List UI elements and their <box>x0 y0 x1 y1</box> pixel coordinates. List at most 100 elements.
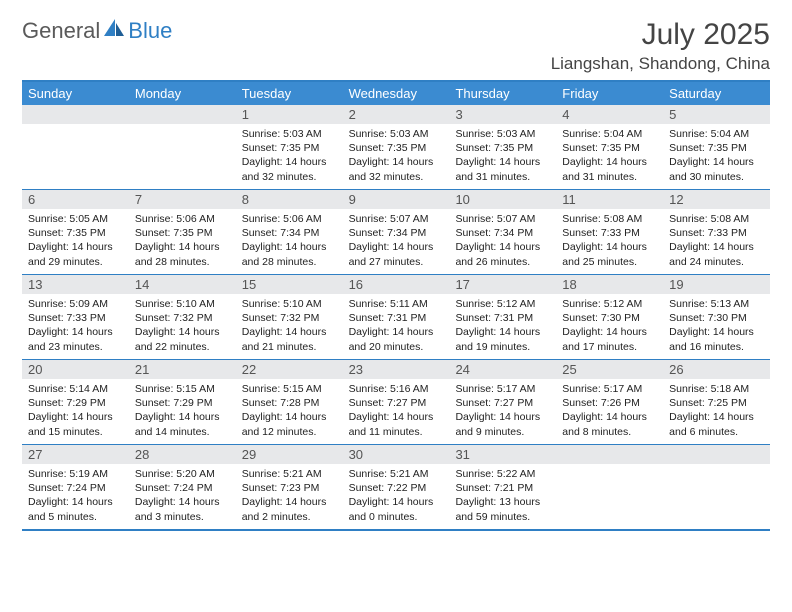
sunrise-line: Sunrise: 5:10 AM <box>242 297 337 311</box>
day-body: Sunrise: 5:21 AMSunset: 7:22 PMDaylight:… <box>343 464 450 529</box>
sunrise-line: Sunrise: 5:20 AM <box>135 467 230 481</box>
day-number: 14 <box>129 275 236 294</box>
week-row: 20Sunrise: 5:14 AMSunset: 7:29 PMDayligh… <box>22 359 770 444</box>
daylight-line: Daylight: 14 hours and 31 minutes. <box>562 155 657 183</box>
day-number: 29 <box>236 445 343 464</box>
day-body: Sunrise: 5:12 AMSunset: 7:30 PMDaylight:… <box>556 294 663 359</box>
day-number: 28 <box>129 445 236 464</box>
sunset-line: Sunset: 7:32 PM <box>242 311 337 325</box>
sunset-line: Sunset: 7:21 PM <box>455 481 550 495</box>
sunset-line: Sunset: 7:31 PM <box>349 311 444 325</box>
dow-friday: Friday <box>556 82 663 105</box>
daylight-line: Daylight: 14 hours and 28 minutes. <box>135 240 230 268</box>
sunrise-line: Sunrise: 5:22 AM <box>455 467 550 481</box>
sunset-line: Sunset: 7:22 PM <box>349 481 444 495</box>
day-body: Sunrise: 5:13 AMSunset: 7:30 PMDaylight:… <box>663 294 770 359</box>
month-title: July 2025 <box>551 18 770 52</box>
sunset-line: Sunset: 7:30 PM <box>562 311 657 325</box>
day-number: 27 <box>22 445 129 464</box>
day-body: Sunrise: 5:06 AMSunset: 7:35 PMDaylight:… <box>129 209 236 274</box>
dow-wednesday: Wednesday <box>343 82 450 105</box>
sunset-line: Sunset: 7:24 PM <box>28 481 123 495</box>
day-body: Sunrise: 5:19 AMSunset: 7:24 PMDaylight:… <box>22 464 129 529</box>
sunset-line: Sunset: 7:34 PM <box>242 226 337 240</box>
day-body: Sunrise: 5:22 AMSunset: 7:21 PMDaylight:… <box>449 464 556 529</box>
day-body: Sunrise: 5:10 AMSunset: 7:32 PMDaylight:… <box>129 294 236 359</box>
daylight-line: Daylight: 14 hours and 32 minutes. <box>349 155 444 183</box>
sunset-line: Sunset: 7:27 PM <box>349 396 444 410</box>
daylight-line: Daylight: 14 hours and 0 minutes. <box>349 495 444 523</box>
day-body: Sunrise: 5:03 AMSunset: 7:35 PMDaylight:… <box>236 124 343 189</box>
day-body: Sunrise: 5:14 AMSunset: 7:29 PMDaylight:… <box>22 379 129 444</box>
day-cell-26: 26Sunrise: 5:18 AMSunset: 7:25 PMDayligh… <box>663 360 770 444</box>
sunset-line: Sunset: 7:25 PM <box>669 396 764 410</box>
sunset-line: Sunset: 7:27 PM <box>455 396 550 410</box>
sunrise-line: Sunrise: 5:18 AM <box>669 382 764 396</box>
day-number: 10 <box>449 190 556 209</box>
day-number: 18 <box>556 275 663 294</box>
day-cell-2: 2Sunrise: 5:03 AMSunset: 7:35 PMDaylight… <box>343 105 450 189</box>
day-number: 31 <box>449 445 556 464</box>
daylight-line: Daylight: 14 hours and 32 minutes. <box>242 155 337 183</box>
week-row: 1Sunrise: 5:03 AMSunset: 7:35 PMDaylight… <box>22 105 770 189</box>
daylight-line: Daylight: 14 hours and 5 minutes. <box>28 495 123 523</box>
sunrise-line: Sunrise: 5:13 AM <box>669 297 764 311</box>
daylight-line: Daylight: 14 hours and 27 minutes. <box>349 240 444 268</box>
sunset-line: Sunset: 7:28 PM <box>242 396 337 410</box>
day-number: 30 <box>343 445 450 464</box>
day-number <box>129 105 236 124</box>
day-number: 11 <box>556 190 663 209</box>
daylight-line: Daylight: 13 hours and 59 minutes. <box>455 495 550 523</box>
daylight-line: Daylight: 14 hours and 23 minutes. <box>28 325 123 353</box>
day-number: 5 <box>663 105 770 124</box>
sunrise-line: Sunrise: 5:15 AM <box>242 382 337 396</box>
day-number: 3 <box>449 105 556 124</box>
sunrise-line: Sunrise: 5:21 AM <box>242 467 337 481</box>
sunset-line: Sunset: 7:33 PM <box>562 226 657 240</box>
day-cell-30: 30Sunrise: 5:21 AMSunset: 7:22 PMDayligh… <box>343 445 450 529</box>
day-number: 2 <box>343 105 450 124</box>
day-number <box>22 105 129 124</box>
daylight-line: Daylight: 14 hours and 17 minutes. <box>562 325 657 353</box>
day-cell-4: 4Sunrise: 5:04 AMSunset: 7:35 PMDaylight… <box>556 105 663 189</box>
sunrise-line: Sunrise: 5:11 AM <box>349 297 444 311</box>
sunrise-line: Sunrise: 5:12 AM <box>562 297 657 311</box>
dow-thursday: Thursday <box>449 82 556 105</box>
sunset-line: Sunset: 7:23 PM <box>242 481 337 495</box>
day-body: Sunrise: 5:03 AMSunset: 7:35 PMDaylight:… <box>449 124 556 189</box>
day-number: 8 <box>236 190 343 209</box>
dow-row: SundayMondayTuesdayWednesdayThursdayFrid… <box>22 82 770 105</box>
sunset-line: Sunset: 7:29 PM <box>135 396 230 410</box>
daylight-line: Daylight: 14 hours and 9 minutes. <box>455 410 550 438</box>
sunrise-line: Sunrise: 5:04 AM <box>669 127 764 141</box>
brand-part2: Blue <box>128 18 172 44</box>
brand-sail-icon <box>104 19 126 44</box>
day-cell-6: 6Sunrise: 5:05 AMSunset: 7:35 PMDaylight… <box>22 190 129 274</box>
day-body: Sunrise: 5:15 AMSunset: 7:29 PMDaylight:… <box>129 379 236 444</box>
day-cell-10: 10Sunrise: 5:07 AMSunset: 7:34 PMDayligh… <box>449 190 556 274</box>
sunrise-line: Sunrise: 5:14 AM <box>28 382 123 396</box>
day-body: Sunrise: 5:07 AMSunset: 7:34 PMDaylight:… <box>343 209 450 274</box>
day-body: Sunrise: 5:06 AMSunset: 7:34 PMDaylight:… <box>236 209 343 274</box>
day-number: 24 <box>449 360 556 379</box>
day-body: Sunrise: 5:18 AMSunset: 7:25 PMDaylight:… <box>663 379 770 444</box>
day-number: 15 <box>236 275 343 294</box>
day-body: Sunrise: 5:10 AMSunset: 7:32 PMDaylight:… <box>236 294 343 359</box>
day-cell-1: 1Sunrise: 5:03 AMSunset: 7:35 PMDaylight… <box>236 105 343 189</box>
day-number: 25 <box>556 360 663 379</box>
day-body: Sunrise: 5:03 AMSunset: 7:35 PMDaylight:… <box>343 124 450 189</box>
day-number: 13 <box>22 275 129 294</box>
daylight-line: Daylight: 14 hours and 29 minutes. <box>28 240 123 268</box>
day-body: Sunrise: 5:17 AMSunset: 7:27 PMDaylight:… <box>449 379 556 444</box>
day-cell-8: 8Sunrise: 5:06 AMSunset: 7:34 PMDaylight… <box>236 190 343 274</box>
daylight-line: Daylight: 14 hours and 25 minutes. <box>562 240 657 268</box>
sunrise-line: Sunrise: 5:17 AM <box>455 382 550 396</box>
day-cell-18: 18Sunrise: 5:12 AMSunset: 7:30 PMDayligh… <box>556 275 663 359</box>
daylight-line: Daylight: 14 hours and 28 minutes. <box>242 240 337 268</box>
week-row: 6Sunrise: 5:05 AMSunset: 7:35 PMDaylight… <box>22 189 770 274</box>
daylight-line: Daylight: 14 hours and 20 minutes. <box>349 325 444 353</box>
day-number: 12 <box>663 190 770 209</box>
dow-monday: Monday <box>129 82 236 105</box>
day-cell-23: 23Sunrise: 5:16 AMSunset: 7:27 PMDayligh… <box>343 360 450 444</box>
sunrise-line: Sunrise: 5:07 AM <box>455 212 550 226</box>
